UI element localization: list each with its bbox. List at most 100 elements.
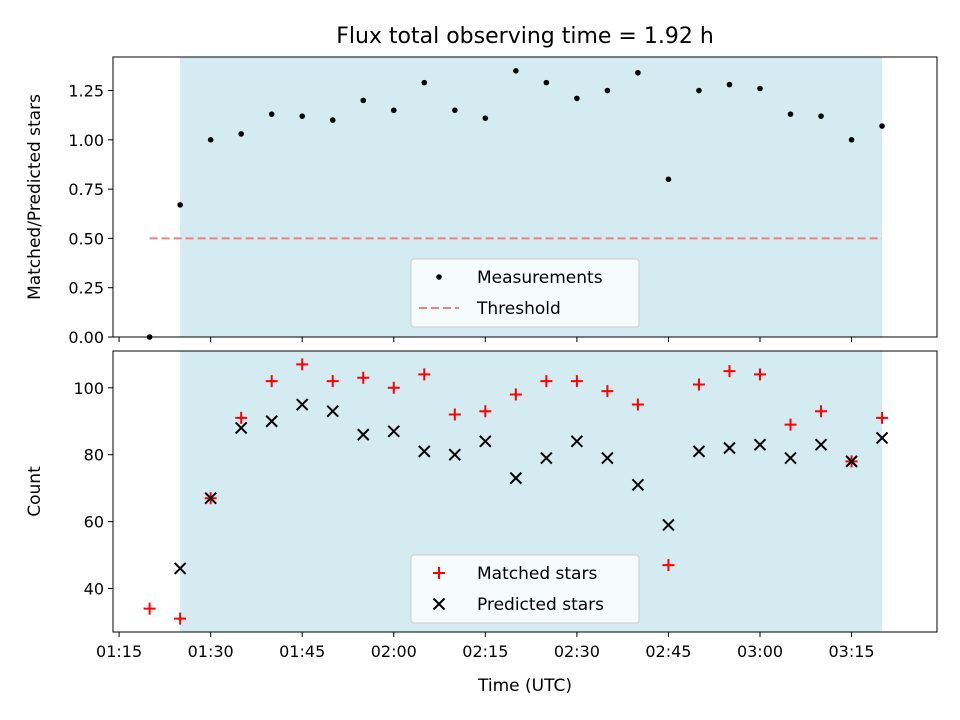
matched-star-point: [387, 381, 400, 394]
y-tick-label: 0.00: [68, 328, 104, 347]
predicted-star-point: [265, 415, 278, 428]
predicted-star-point: [692, 445, 706, 458]
predicted-star-point: [418, 445, 431, 458]
legend-x-icon: [432, 597, 446, 611]
measurement-point: [635, 69, 641, 76]
predicted-star-point: [662, 518, 675, 532]
x-tick-label: 01:15: [96, 642, 142, 661]
y-tick-label: 0.50: [68, 229, 104, 248]
x-tick-label: 02:15: [462, 642, 508, 661]
matched-star-point: [509, 388, 522, 401]
predicted-star-point: [296, 398, 309, 411]
measurement-point: [879, 123, 885, 129]
measurement-point: [482, 115, 489, 121]
matched-star-point: [570, 375, 583, 388]
legend-label: Threshold: [476, 299, 561, 319]
matched-star-point: [784, 418, 797, 431]
legend-label: Matched stars: [477, 564, 597, 584]
predicted-star-point: [234, 421, 248, 435]
y-axis-label: Count: [25, 466, 45, 517]
predicted-star-point: [387, 425, 400, 438]
measurement-point: [329, 117, 336, 123]
predicted-star-point: [173, 562, 187, 575]
predicted-star-point: [570, 435, 584, 448]
y-tick-label: 0.25: [68, 279, 104, 298]
predicted-star-point: [540, 451, 553, 465]
matched-star-point: [723, 365, 736, 378]
matched-star-point: [815, 405, 828, 418]
measurement-point: [268, 111, 275, 117]
measurement-point: [574, 95, 580, 102]
predicted-star-point: [845, 455, 858, 468]
measurement-point: [238, 131, 244, 137]
x-tick-label: 02:30: [554, 642, 600, 661]
x-tick-label: 03:00: [737, 642, 783, 661]
y-tick-label: 60: [84, 513, 104, 532]
matched-star-point: [326, 375, 339, 388]
predicted-star-point: [814, 438, 828, 451]
measurement-point: [177, 202, 183, 208]
legend-box: [410, 554, 640, 624]
predicted-star-point: [875, 431, 889, 445]
measurement-point: [604, 87, 611, 94]
predicted-star-point: [326, 405, 339, 418]
matched-star-point: [448, 408, 461, 421]
predicted-star-point: [509, 471, 523, 485]
legend: Matched stars Predicted stars: [410, 554, 640, 624]
measurement-point: [787, 111, 794, 117]
measurement-point: [360, 97, 367, 104]
axes-frame: [112, 56, 938, 338]
measurement-point: [207, 137, 214, 143]
matched-star-point: [540, 375, 553, 388]
legend-box: [410, 258, 640, 328]
measurement-point: [299, 113, 306, 119]
y-axis-label: Matched/Predicted stars: [25, 94, 45, 300]
predicted-star-point: [784, 451, 797, 465]
y-tick-label: 1.00: [68, 131, 104, 150]
matched-star-point: [479, 405, 492, 418]
measurement-point: [513, 68, 519, 74]
y-tick-label: 100: [73, 379, 104, 398]
measurement-point: [848, 137, 855, 143]
matched-star-point: [235, 411, 248, 424]
measurement-point: [726, 81, 733, 88]
predicted-star-point: [601, 451, 614, 465]
legend-label: Predicted stars: [477, 595, 604, 615]
predicted-star-point: [204, 491, 217, 505]
x-axis-label: Time (UTC): [477, 676, 572, 696]
measurement-point: [818, 113, 824, 119]
predicted-star-point: [479, 435, 492, 448]
measurement-point: [390, 107, 397, 114]
x-tick-label: 01:30: [188, 642, 234, 661]
predicted-star-point: [357, 428, 370, 441]
legend-label: Measurements: [477, 268, 603, 288]
measurement-point: [757, 85, 763, 92]
measurement-point: [421, 79, 428, 86]
matched-star-point: [631, 398, 644, 411]
matched-star-point: [174, 612, 187, 625]
legend-dot-icon: [436, 274, 442, 280]
matched-star-point: [692, 378, 705, 391]
matched-star-point: [876, 411, 889, 424]
axes-frame: [112, 350, 938, 633]
matched-star-point: [357, 371, 370, 384]
bottom-panel: 40 60 80 100 01:15 01:30 01:45 02:00 02:15 02:30 0…: [25, 350, 938, 661]
predicted-star-point: [448, 448, 462, 461]
legend-plus-icon: [433, 567, 445, 579]
x-tick-label: 03:15: [828, 642, 874, 661]
chart-title: Flux total observing time = 1.92 h: [336, 24, 714, 49]
y-tick-label: 0.75: [68, 180, 104, 199]
predicted-star-point: [753, 438, 767, 451]
measurement-point: [665, 176, 672, 183]
x-tick-label: 02:00: [371, 642, 417, 661]
predicted-star-point: [631, 478, 645, 492]
legend: Measurements Threshold: [410, 258, 640, 328]
x-tick-label: 01:45: [279, 642, 325, 661]
matched-star-point: [265, 375, 278, 388]
measurement-point: [452, 107, 458, 114]
measurement-point: [696, 87, 702, 94]
matched-star-point: [418, 368, 431, 381]
matched-star-point: [601, 385, 614, 398]
matched-star-point: [662, 559, 675, 572]
